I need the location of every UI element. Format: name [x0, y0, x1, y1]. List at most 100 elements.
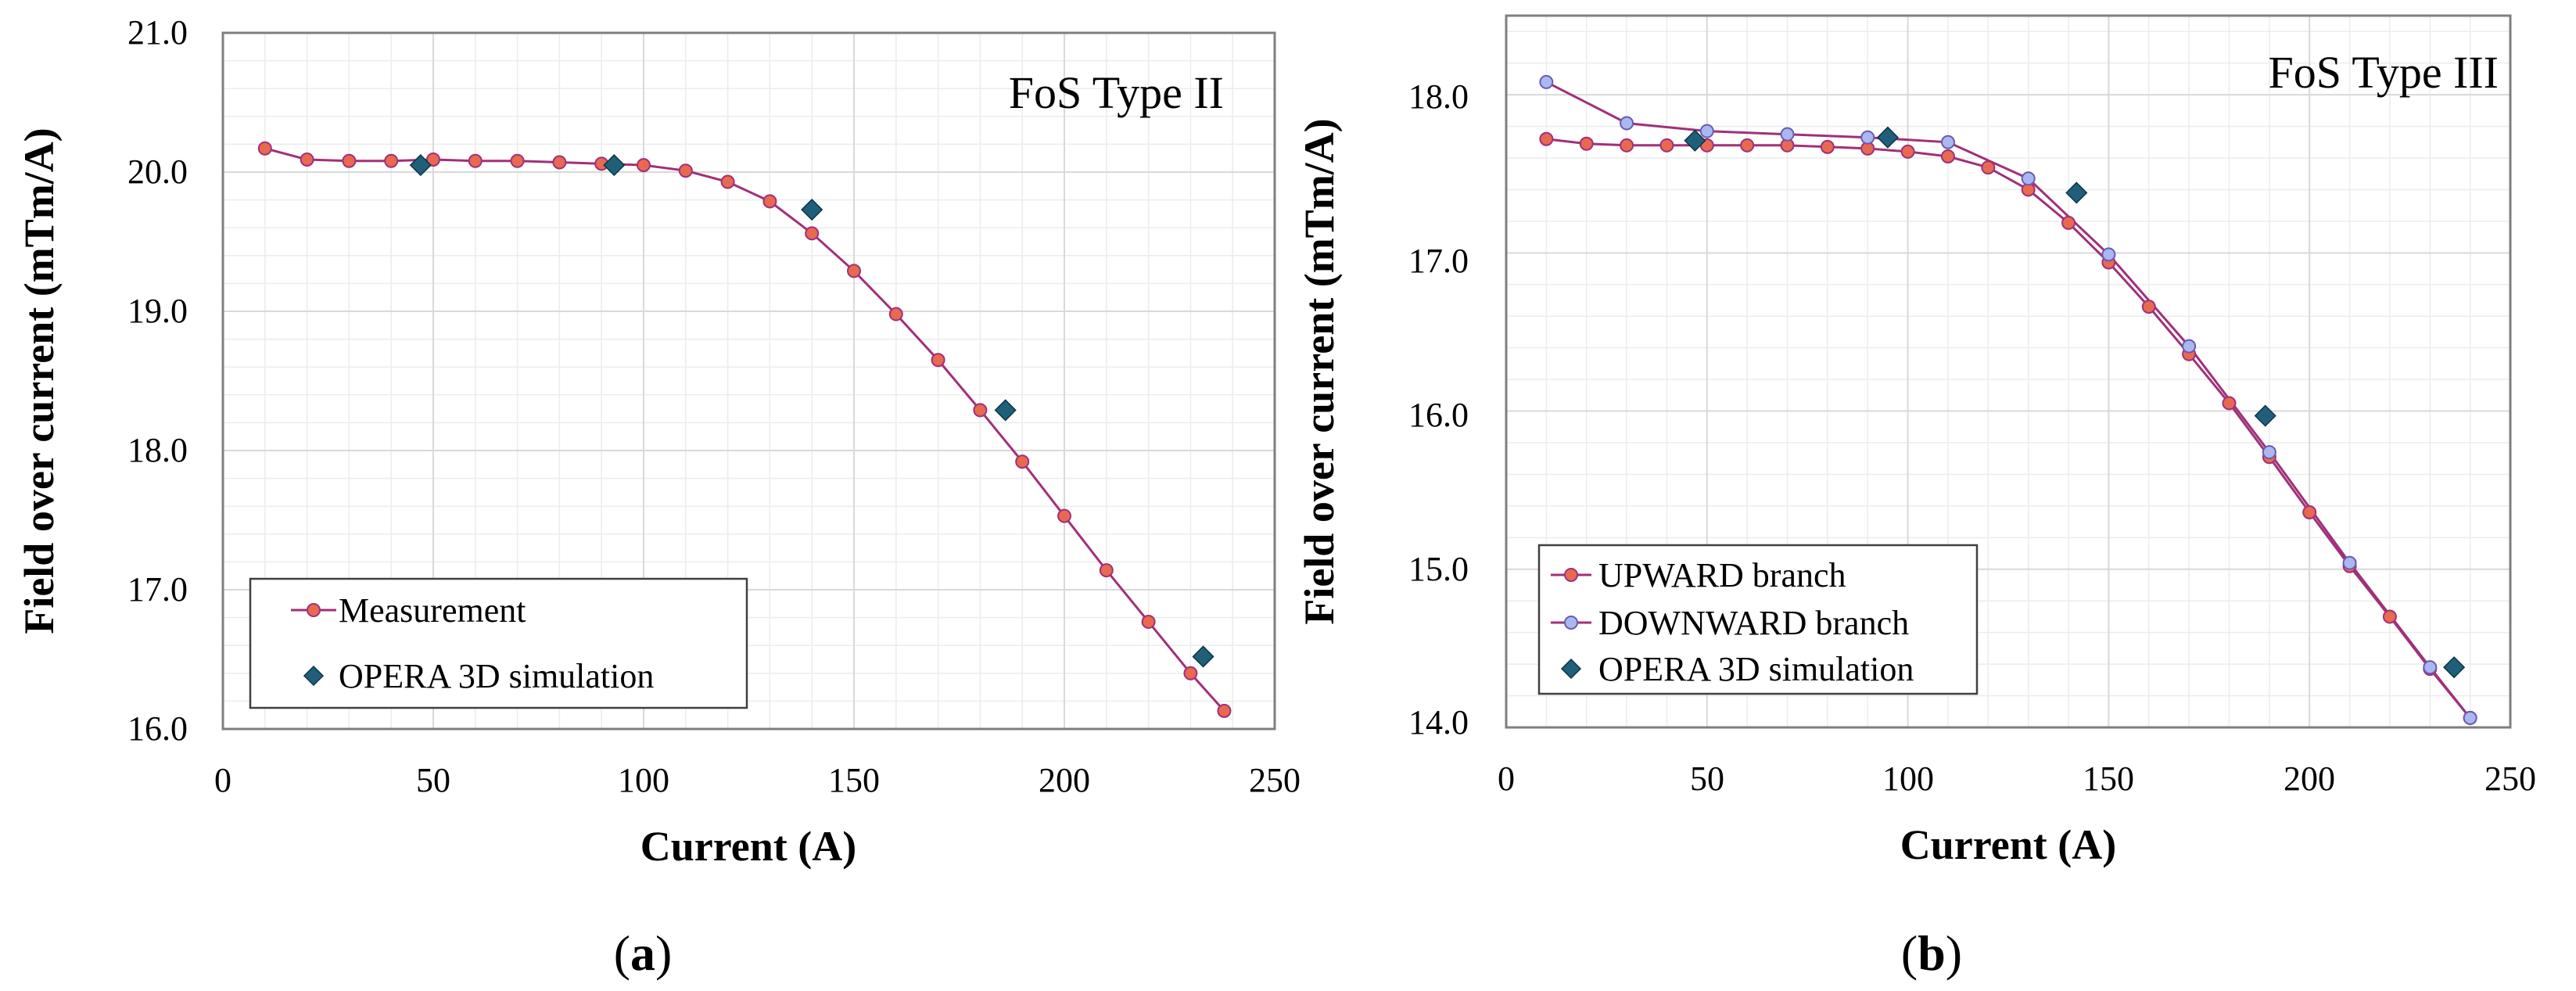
data-point: [973, 403, 988, 418]
data-point: [931, 353, 945, 368]
plot-frame-b: [1505, 14, 2512, 729]
x-ticks-a: 0 50 100 150 200 250: [214, 761, 1301, 799]
data-point: [1780, 127, 1795, 142]
legend-label: DOWNWARD branch: [1598, 604, 1909, 642]
data-point: [1099, 563, 1114, 578]
x-ticks-b: 0 50 100 150 200 250: [1498, 759, 2536, 798]
x-tick-label: 50: [416, 761, 450, 799]
data-point: [1981, 160, 1996, 175]
data-point: [1141, 614, 1156, 629]
y-ticks-a: 16.0 17.0 18.0 19.0 20.0 21.0: [127, 13, 188, 748]
opera-point: [994, 399, 1017, 422]
y-tick-label: 17.0: [127, 570, 188, 609]
series-layer-a: [257, 141, 1232, 718]
data-point: [678, 163, 693, 178]
data-point: [257, 141, 272, 156]
x-tick-label: 50: [1690, 759, 1724, 798]
legend-marker-swatch: [307, 603, 321, 617]
opera-point: [409, 154, 432, 177]
data-point: [637, 158, 651, 173]
opera-point: [2065, 181, 2088, 204]
y-axis-title-b: Field over current (mTm/A): [1296, 118, 1343, 624]
data-point: [2021, 171, 2036, 186]
data-point: [2262, 445, 2276, 460]
x-tick-label: 100: [1882, 759, 1934, 798]
data-point: [2182, 339, 2197, 354]
legend-b: UPWARD branch DOWNWARD branch OPERA 3D s…: [1537, 544, 1979, 695]
opera-point: [603, 154, 626, 177]
caption-close: ): [1946, 925, 1962, 981]
data-point: [1183, 666, 1198, 680]
data-point: [1539, 131, 1554, 146]
data-point: [2101, 247, 2116, 262]
data-point: [1659, 138, 1674, 153]
data-point: [552, 155, 567, 170]
data-point: [1740, 138, 1755, 153]
data-point: [2382, 609, 2397, 624]
data-point: [1620, 116, 1634, 131]
data-point: [426, 152, 440, 167]
data-point: [2302, 504, 2317, 519]
y-ticks-b: 14.0 15.0 16.0 17.0 18.0: [1408, 77, 1469, 741]
y-tick-label: 18.0: [127, 431, 188, 469]
x-tick-label: 200: [2284, 759, 2335, 798]
x-tick-label: 200: [1039, 761, 1090, 799]
y-tick-label: 18.0: [1408, 77, 1469, 116]
caption-open: (: [614, 925, 630, 981]
x-axis-title-a: Current (A): [640, 823, 856, 870]
caption-letter: a: [630, 925, 655, 981]
data-point: [2061, 215, 2076, 230]
legend-marker-swatch: [1564, 568, 1578, 582]
data-point: [720, 174, 735, 189]
opera-point: [2443, 656, 2466, 679]
legend-label: UPWARD branch: [1598, 556, 1846, 594]
y-tick-label: 16.0: [1408, 396, 1469, 434]
data-point: [2222, 396, 2237, 411]
caption-a: (a): [614, 925, 673, 981]
y-tick-label: 16.0: [127, 709, 188, 748]
data-point: [1820, 139, 1835, 154]
data-point: [1940, 149, 1955, 163]
data-point: [2463, 710, 2477, 725]
data-point: [1015, 454, 1030, 469]
legend-a: Measurement OPERA 3D simulation: [249, 577, 748, 709]
data-point: [1620, 138, 1634, 153]
x-tick-label: 0: [1498, 759, 1515, 798]
x-tick-label: 0: [214, 761, 231, 799]
y-tick-label: 14.0: [1408, 703, 1469, 741]
panel-a: FoS Type II 16.0 17.0 18.0 19.0 20.0 21.…: [16, 13, 1301, 981]
data-point: [342, 153, 357, 168]
annotation-b: FoS Type III: [2268, 47, 2499, 98]
data-point: [1699, 124, 1714, 138]
legend-box-b: [1537, 544, 1979, 695]
data-point: [805, 226, 820, 241]
data-point: [1539, 74, 1554, 89]
data-point: [1057, 508, 1071, 523]
data-point: [1579, 136, 1594, 151]
x-tick-label: 100: [618, 761, 669, 799]
panel-b: FoS Type III 14.0 15.0 16.0 17.0 18.0 0 …: [1296, 14, 2536, 981]
y-tick-label: 15.0: [1408, 550, 1469, 588]
y-tick-label: 21.0: [127, 13, 188, 52]
caption-close: ): [655, 925, 672, 981]
data-point: [847, 264, 861, 278]
data-point: [1860, 130, 1875, 145]
plot-frame-a: [221, 31, 1276, 731]
y-axis-title-a: Field over current (mTm/A): [16, 127, 63, 634]
opera-point: [1684, 129, 1706, 152]
legend-diamond-swatch: [1560, 658, 1582, 680]
data-point: [384, 153, 399, 168]
legend-label: OPERA 3D simulation: [339, 657, 654, 695]
x-axis-title-b: Current (A): [1900, 821, 2116, 868]
legend-box-a: [249, 577, 748, 709]
series-layer-b: [1539, 74, 2477, 725]
legend-label: Measurement: [339, 591, 526, 630]
annotation-a: FoS Type II: [1009, 67, 1224, 118]
data-point: [1217, 703, 1232, 718]
legend-marker-swatch: [1564, 616, 1578, 630]
data-point: [468, 153, 483, 168]
x-tick-label: 150: [2083, 759, 2134, 798]
caption-letter: b: [1918, 925, 1946, 981]
data-point: [888, 307, 903, 321]
